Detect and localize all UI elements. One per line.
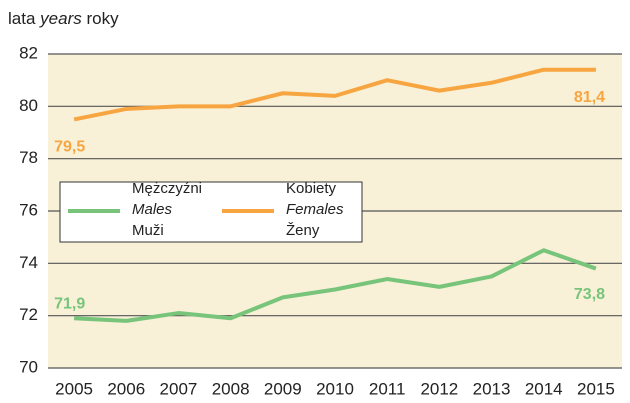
legend-label: Ženy bbox=[286, 222, 320, 239]
y-tick-label: 80 bbox=[19, 96, 38, 115]
y-tick-label: 78 bbox=[19, 148, 38, 167]
data-label: 79,5 bbox=[54, 139, 85, 156]
x-tick-label: 2009 bbox=[264, 379, 302, 398]
label-pl: lata bbox=[8, 9, 36, 28]
series-line bbox=[73, 67, 596, 122]
x-tick-label: 2013 bbox=[473, 379, 511, 398]
y-tick-label: 82 bbox=[19, 43, 38, 62]
data-label: 73,8 bbox=[574, 286, 605, 303]
data-label: 71,9 bbox=[54, 296, 85, 313]
x-tick-label: 2006 bbox=[107, 379, 145, 398]
legend-label: Females bbox=[286, 201, 344, 218]
x-tick-label: 2005 bbox=[55, 379, 93, 398]
x-tick-label: 2010 bbox=[316, 379, 354, 398]
label-en: years bbox=[39, 9, 82, 28]
y-tick-label: 76 bbox=[19, 200, 38, 219]
y-axis-label: lata years roky bbox=[8, 9, 119, 28]
data-label: 81,4 bbox=[574, 89, 605, 106]
y-tick-label: 70 bbox=[19, 357, 38, 376]
x-tick-label: 2014 bbox=[525, 379, 563, 398]
y-tick-label: 74 bbox=[19, 253, 38, 272]
x-tick-label: 2012 bbox=[420, 379, 458, 398]
x-tick-label: 2015 bbox=[577, 379, 615, 398]
x-tick-label: 2011 bbox=[369, 379, 406, 398]
legend-label: Muži bbox=[132, 222, 164, 239]
legend-label: Males bbox=[132, 201, 173, 218]
x-tick-label: 2008 bbox=[212, 379, 250, 398]
x-tick-label: 2007 bbox=[160, 379, 198, 398]
series-line bbox=[73, 248, 597, 323]
y-tick-label: 72 bbox=[19, 305, 38, 324]
label-cz: roky bbox=[86, 9, 119, 28]
legend-label: Mężczyźni bbox=[132, 180, 202, 197]
legend-label: Kobiety bbox=[286, 180, 337, 197]
